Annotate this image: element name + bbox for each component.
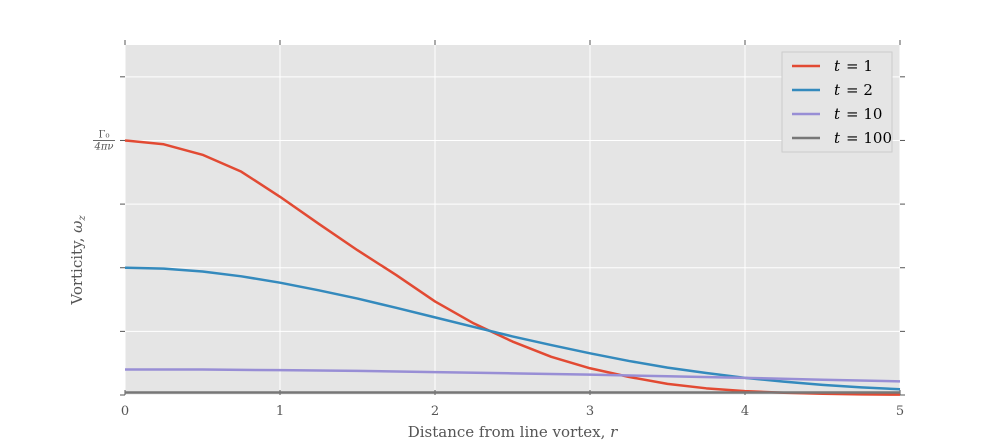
y-tick-label-numerator: Γ₀ — [99, 129, 110, 140]
series-line-3 — [125, 368, 901, 383]
legend-label-1: t = 1 — [834, 57, 873, 75]
legend-label-2: t = 2 — [834, 81, 873, 99]
legend-label-variable: t — [834, 57, 841, 75]
x-tick-labels: 0 1 2 3 4 5 — [121, 404, 904, 419]
x-axis-label-variable: r — [610, 423, 618, 440]
x-tick-label: 2 — [431, 404, 439, 419]
series-line-2 — [124, 266, 901, 391]
x-tick-label: 3 — [586, 404, 594, 419]
legend-label-value: = 100 — [846, 129, 892, 147]
y-axis-label: Vorticity, ωz — [68, 215, 88, 306]
legend-box — [781, 51, 893, 153]
legend-label-4: t = 100 — [834, 129, 892, 147]
x-tick-label: 1 — [276, 404, 284, 419]
x-tick-label: 0 — [121, 404, 129, 419]
x-axis-label-text: Distance from line vortex, — [408, 423, 610, 440]
legend-label-value: = 2 — [846, 81, 873, 99]
y-tick-label: Γ₀ 4πν — [93, 129, 115, 152]
legend-label-variable: t — [834, 81, 841, 99]
legend-label-variable: t — [834, 105, 841, 123]
grid — [124, 45, 901, 396]
y-axis-label-text: Vorticity, — [68, 233, 86, 306]
y-tick-label-denominator: 4πν — [93, 141, 113, 152]
y-axis-label-subscript: z — [77, 215, 88, 222]
legend: t = 1 t = 2 t = 10 t = 100 — [781, 51, 893, 153]
legend-label-value: = 10 — [846, 105, 882, 123]
series-lines — [124, 139, 901, 396]
legend-label-variable: t — [834, 129, 841, 147]
x-axis-label: Distance from line vortex, r — [408, 423, 618, 440]
legend-label-value: = 1 — [846, 57, 873, 75]
legend-label-3: t = 10 — [834, 105, 882, 123]
x-tick-label: 4 — [741, 404, 749, 419]
y-axis-label-variable: ω — [68, 221, 86, 233]
x-tick-label: 5 — [896, 404, 904, 419]
